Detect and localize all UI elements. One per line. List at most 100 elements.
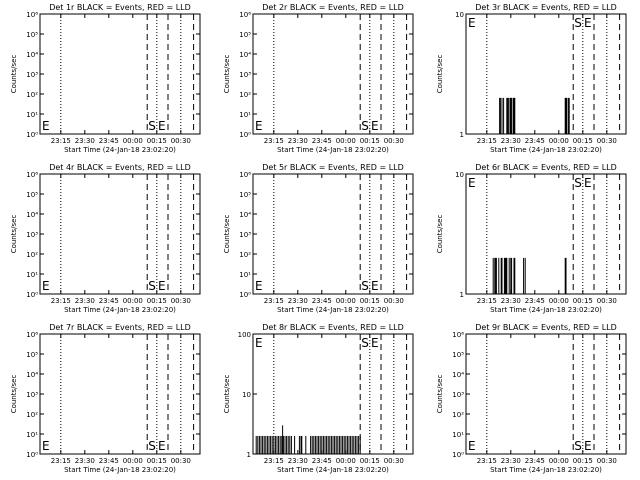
x-tick-label: 00:30: [171, 137, 191, 145]
marker-S: S: [361, 336, 369, 350]
x-tick-label: 23:45: [525, 297, 545, 305]
x-tick-label: 00:15: [573, 137, 593, 145]
y-tick-label: 10⁵: [452, 351, 464, 359]
y-tick-label: 10¹: [26, 431, 38, 439]
x-tick-label: 23:30: [288, 137, 308, 145]
y-tick-label: 10⁰: [239, 131, 251, 139]
y-tick-label: 10²: [239, 251, 251, 259]
y-axis-label: Counts/sec: [436, 215, 444, 254]
marker-E-start: E: [255, 279, 263, 293]
y-axis-label: Counts/sec: [10, 375, 18, 414]
x-tick-label: 23:45: [525, 457, 545, 465]
y-tick-label: 100: [238, 331, 251, 339]
x-tick-label: 00:00: [336, 457, 356, 465]
x-tick-label: 00:00: [549, 137, 569, 145]
marker-S: S: [148, 119, 156, 133]
x-tick-label: 00:15: [360, 297, 380, 305]
y-tick-label: 10⁵: [26, 191, 38, 199]
y-tick-label: 10²: [26, 411, 38, 419]
x-tick-label: 23:15: [264, 297, 284, 305]
x-tick-label: 00:00: [123, 137, 143, 145]
x-tick-label: 23:15: [51, 457, 71, 465]
x-axis-label: Start Time (24-Jan-18 23:02:20): [277, 146, 389, 154]
y-tick-label: 10²: [26, 251, 38, 259]
y-tick-label: 10⁶: [452, 331, 464, 339]
x-tick-label: 23:45: [312, 297, 332, 305]
marker-S: S: [574, 176, 582, 190]
marker-E-start: E: [468, 439, 476, 453]
x-axis-label: Start Time (24-Jan-18 23:02:20): [64, 466, 176, 474]
y-axis-label: Counts/sec: [223, 55, 231, 94]
chart-title: Det 6r BLACK = Events, RED = LLD: [475, 163, 617, 172]
chart-title: Det 1r BLACK = Events, RED = LLD: [49, 3, 191, 12]
y-tick-label: 10¹: [452, 431, 464, 439]
x-tick-label: 23:45: [99, 137, 119, 145]
marker-E-end: E: [158, 439, 166, 453]
plot-frame: [465, 13, 627, 135]
y-tick-label: 10²: [239, 91, 251, 99]
marker-E-end: E: [584, 176, 592, 190]
y-tick-label: 10³: [452, 391, 464, 399]
chart-title: Det 7r BLACK = Events, RED = LLD: [49, 323, 191, 332]
x-tick-label: 23:15: [477, 297, 497, 305]
y-tick-label: 10²: [26, 91, 38, 99]
x-tick-label: 23:45: [312, 137, 332, 145]
x-tick-label: 23:45: [99, 457, 119, 465]
marker-E-start: E: [42, 279, 50, 293]
y-axis-label: Counts/sec: [436, 55, 444, 94]
x-tick-label: 23:15: [264, 457, 284, 465]
y-tick-label: 1: [247, 451, 251, 459]
marker-S: S: [148, 439, 156, 453]
x-axis-label: Start Time (24-Jan-18 23:02:20): [490, 146, 602, 154]
marker-E-end: E: [371, 119, 379, 133]
x-tick-label: 00:30: [597, 457, 617, 465]
y-tick-label: 10⁴: [452, 371, 464, 379]
y-tick-label: 10: [455, 11, 464, 19]
marker-E-end: E: [158, 279, 166, 293]
marker-E-start: E: [255, 336, 263, 350]
plot-frame: [252, 13, 414, 135]
y-tick-label: 10³: [239, 231, 251, 239]
x-tick-label: 00:00: [123, 457, 143, 465]
y-tick-label: 10³: [26, 71, 38, 79]
x-tick-label: 00:15: [147, 297, 167, 305]
plot-frame: [465, 173, 627, 295]
x-tick-label: 23:30: [501, 137, 521, 145]
y-tick-label: 10¹: [26, 111, 38, 119]
y-tick-label: 10⁶: [239, 11, 251, 19]
x-tick-label: 00:15: [360, 137, 380, 145]
x-tick-label: 00:15: [573, 457, 593, 465]
x-axis-label: Start Time (24-Jan-18 23:02:20): [490, 306, 602, 314]
y-tick-label: 10⁵: [239, 191, 251, 199]
y-tick-label: 10⁰: [26, 291, 38, 299]
x-tick-label: 23:45: [525, 137, 545, 145]
x-tick-label: 00:00: [123, 297, 143, 305]
x-tick-label: 00:30: [384, 297, 404, 305]
x-tick-label: 23:30: [75, 297, 95, 305]
marker-E-start: E: [255, 119, 263, 133]
y-tick-label: 10⁰: [452, 451, 464, 459]
x-tick-label: 00:00: [336, 297, 356, 305]
marker-E-end: E: [584, 16, 592, 30]
y-tick-label: 10⁰: [239, 291, 251, 299]
y-tick-label: 10³: [26, 231, 38, 239]
y-tick-label: 10⁴: [26, 51, 38, 59]
y-tick-label: 10⁰: [26, 131, 38, 139]
x-tick-label: 00:00: [549, 457, 569, 465]
x-tick-label: 23:15: [51, 297, 71, 305]
x-axis-label: Start Time (24-Jan-18 23:02:20): [64, 306, 176, 314]
marker-E-start: E: [468, 176, 476, 190]
marker-E-end: E: [371, 336, 379, 350]
marker-E-start: E: [42, 439, 50, 453]
chart-title: Det 2r BLACK = Events, RED = LLD: [262, 3, 404, 12]
chart-panel-6: Det 6r BLACK = Events, RED = LLD 10 1 23:15…: [436, 163, 627, 314]
y-axis-label: Counts/sec: [10, 55, 18, 94]
x-axis-label: Start Time (24-Jan-18 23:02:20): [277, 466, 389, 474]
marker-E-start: E: [468, 16, 476, 30]
chart-panel-1: Det 1r BLACK = Events, RED = LLD 10⁶ 10⁵ 10…: [10, 3, 201, 154]
x-axis-label: Start Time (24-Jan-18 23:02:20): [490, 466, 602, 474]
y-tick-label: 1: [460, 131, 464, 139]
plot-frame: [465, 333, 627, 455]
y-tick-label: 10¹: [239, 271, 251, 279]
chart-title: Det 4r BLACK = Events, RED = LLD: [49, 163, 191, 172]
